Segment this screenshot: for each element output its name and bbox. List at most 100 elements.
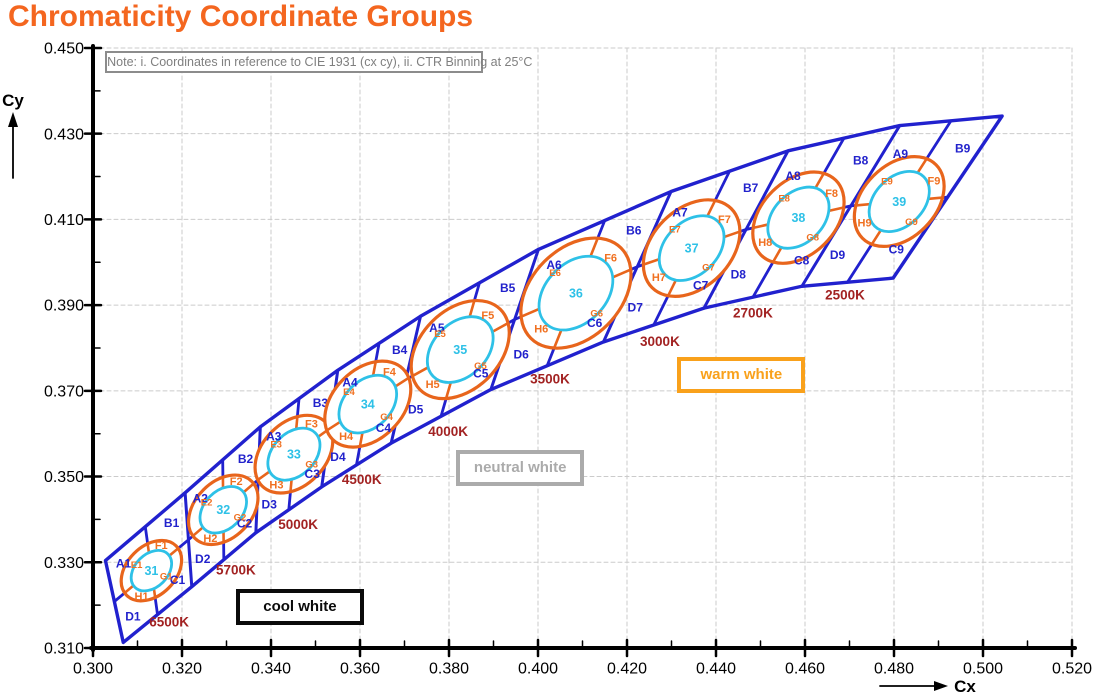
bin-inner-ellipse: [537, 254, 615, 332]
sector-label: F8: [825, 188, 838, 200]
sector-label: F6: [604, 252, 617, 264]
sector-label: F3: [305, 419, 318, 431]
group-number-label: 39: [892, 195, 906, 209]
sector-label: H2: [203, 533, 217, 545]
cell-label: C4: [376, 421, 392, 435]
legend-neutral-white: neutral white: [456, 449, 585, 486]
band-middle-line: [113, 195, 948, 603]
y-tick-label: 0.330: [44, 555, 84, 572]
cell-label: C1: [170, 573, 186, 587]
bin-inner-ellipse: [337, 373, 398, 435]
x-tick-label: 0.300: [73, 661, 113, 678]
bin-inner-ellipse: [425, 315, 495, 384]
sector-label: F5: [481, 310, 494, 322]
group-number-label: 31: [144, 564, 158, 578]
cell-label: C6: [587, 316, 603, 330]
sector-label: E6: [549, 268, 561, 279]
sector-label: H5: [426, 379, 440, 391]
legend-warm-white: warm white: [677, 356, 806, 393]
cell-label: B2: [238, 452, 254, 466]
x-tick-label: 0.320: [162, 661, 202, 678]
sector-label: G1: [160, 572, 173, 583]
cct-label: 4000K: [428, 424, 468, 439]
cell-label: A2: [193, 491, 209, 505]
page-title: Chromaticity Coordinate Groups: [8, 0, 474, 33]
cell-label: A7: [672, 205, 688, 219]
group-number-label: 34: [361, 398, 375, 412]
cct-label: 5000K: [278, 517, 318, 532]
cct-label: 3000K: [640, 334, 680, 349]
note-box: Note: i. Coordinates in reference to CIE…: [105, 51, 532, 74]
sector-label: H7: [652, 272, 666, 284]
sector-label: H1: [135, 591, 149, 603]
sector-label: H4: [339, 431, 354, 443]
cct-label: 6500K: [149, 615, 189, 630]
cell-label: C9: [889, 242, 905, 256]
band-outline: [103, 114, 1004, 645]
legend-neutral-white-label: neutral white: [473, 458, 567, 476]
sector-label: F9: [927, 175, 940, 187]
sector-label: G2: [234, 513, 247, 524]
sector-label: F1: [155, 540, 168, 552]
y-tick-label: 0.430: [44, 126, 84, 143]
sector-label: H3: [269, 479, 283, 491]
sector-label: E4: [343, 387, 355, 398]
x-tick-label: 0.420: [607, 661, 647, 678]
cell-label: C5: [473, 367, 489, 381]
cell-label: A8: [785, 169, 801, 183]
x-tick-label: 0.400: [518, 661, 558, 678]
cell-label: D5: [408, 402, 424, 416]
cell-label: C8: [794, 253, 810, 267]
group-number-label: 32: [216, 503, 230, 517]
cell-label: B1: [164, 516, 180, 530]
cell-label: B4: [392, 343, 408, 357]
cell-label: B5: [500, 281, 516, 295]
x-axis-arrowhead: [934, 681, 948, 691]
sector-label: E9: [881, 177, 893, 188]
sector-label: F2: [230, 476, 243, 488]
sector-label: E5: [434, 329, 446, 340]
sector-label: H9: [858, 217, 872, 229]
bin-inner-ellipse: [766, 185, 831, 250]
y-tick-label: 0.350: [44, 469, 84, 486]
x-tick-label: 0.340: [251, 661, 291, 678]
bin-inner-ellipse: [129, 549, 174, 593]
y-axis-arrowhead: [8, 112, 18, 127]
sector-label: G3: [305, 460, 318, 471]
sector-label: G9: [905, 217, 918, 228]
bin-inner-ellipse: [657, 214, 726, 282]
sector-label: G4: [380, 412, 393, 423]
sector-label: E7: [669, 224, 681, 235]
y-tick-label: 0.390: [44, 298, 84, 315]
group-number-label: 37: [685, 241, 699, 255]
cell-label: C2: [237, 516, 253, 530]
cell-label: D4: [330, 450, 346, 464]
y-axis-title: Cy: [2, 91, 24, 110]
y-tick-label: 0.310: [44, 641, 84, 658]
sector-label: E2: [201, 498, 213, 509]
cell-label: A3: [266, 429, 282, 443]
bin-inner-ellipse: [867, 170, 931, 233]
y-tick-label: 0.370: [44, 383, 84, 400]
group-number-label: 35: [453, 343, 467, 357]
x-tick-label: 0.500: [963, 661, 1003, 678]
x-tick-label: 0.460: [785, 661, 825, 678]
cell-label: C7: [693, 278, 709, 292]
cell-label: D7: [628, 301, 644, 315]
sector-label: G6: [590, 309, 603, 320]
cell-label: D3: [262, 497, 278, 511]
cell-label: D1: [125, 610, 141, 624]
cct-label: 2500K: [825, 288, 865, 303]
x-tick-label: 0.480: [874, 661, 914, 678]
sector-label: E3: [270, 439, 282, 450]
cell-label: D8: [731, 268, 747, 282]
legend-cool-white-label: cool white: [263, 597, 337, 615]
x-tick-label: 0.360: [340, 661, 380, 678]
sector-label: E8: [778, 194, 790, 205]
cell-label: B8: [853, 154, 869, 168]
cct-label: 5700K: [216, 563, 256, 578]
sector-label: E1: [131, 560, 143, 571]
legend-cool-white: cool white: [235, 588, 364, 625]
cell-label: D2: [195, 552, 211, 566]
